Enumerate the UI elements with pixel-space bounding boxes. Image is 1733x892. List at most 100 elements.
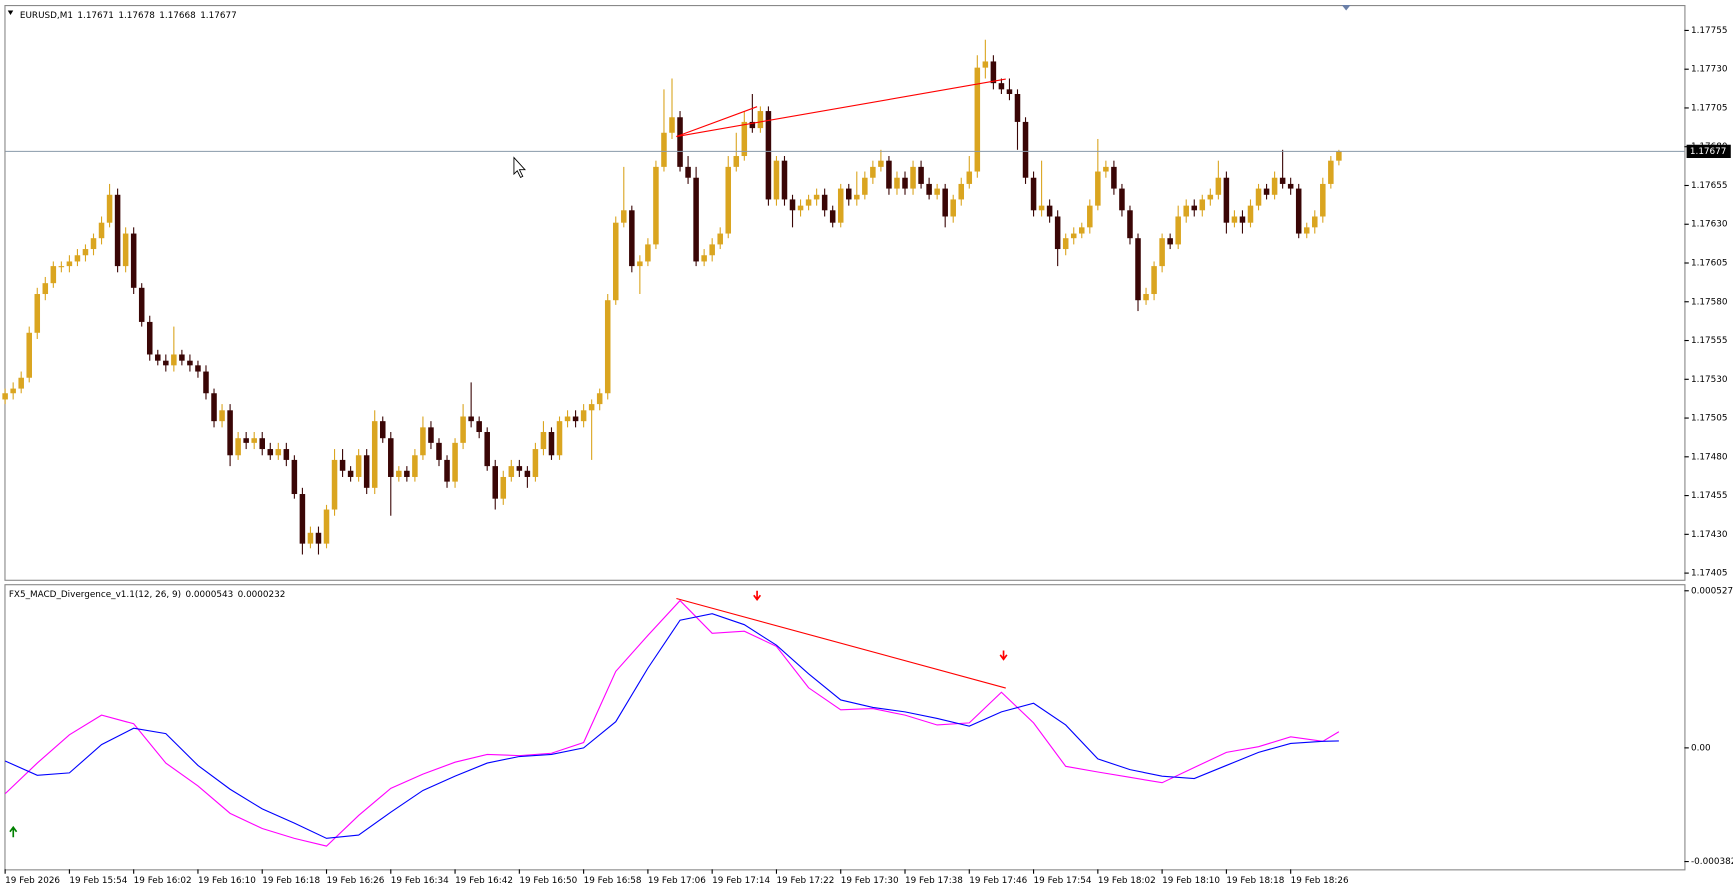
candle-body xyxy=(1070,233,1077,239)
header-value: 0.0000232 xyxy=(238,590,286,600)
candle-body xyxy=(355,455,362,477)
candle-body xyxy=(363,455,370,488)
candle-body xyxy=(1006,89,1013,95)
candle-body xyxy=(1271,177,1278,195)
candle-body xyxy=(966,171,973,184)
candle-body xyxy=(998,83,1005,90)
candle-body xyxy=(50,266,57,284)
collapse-icon[interactable] xyxy=(7,10,14,15)
candle-body xyxy=(677,117,683,167)
candle-body xyxy=(564,416,571,422)
candle-body xyxy=(2,393,8,400)
candle-body xyxy=(629,210,635,267)
x-tick-label: 19 Feb 16:42 xyxy=(455,876,513,886)
candle-body xyxy=(637,261,643,267)
candle-body xyxy=(1022,121,1029,178)
candle-body xyxy=(1014,94,1021,122)
candle-body xyxy=(138,287,145,322)
divergence-line xyxy=(676,597,1006,689)
candle-body xyxy=(163,360,169,366)
candle-body xyxy=(1119,188,1125,211)
header-value: 0.0000543 xyxy=(185,590,233,600)
candle-body xyxy=(82,249,89,256)
header-value: 1.17677 xyxy=(200,10,237,20)
candle-body xyxy=(1320,183,1326,217)
candle-body xyxy=(331,459,338,510)
x-tick-label: 19 Feb 17:54 xyxy=(1034,876,1092,886)
candle-body xyxy=(733,156,740,167)
candle-body xyxy=(524,470,531,477)
candle-body xyxy=(1231,216,1238,223)
candle-body xyxy=(90,238,97,250)
candle-body xyxy=(259,438,265,450)
candle-body xyxy=(1175,216,1181,245)
candle-body xyxy=(227,410,233,456)
y-tick-label: 1.17455 xyxy=(1691,491,1728,501)
divergence-line xyxy=(676,106,758,138)
sell-arrow xyxy=(753,590,762,602)
candle-body xyxy=(942,188,948,217)
mouse-cursor xyxy=(513,156,526,179)
x-tick-label: 19 Feb 18:10 xyxy=(1162,876,1220,886)
shift-marker xyxy=(1341,5,1351,11)
candle-body xyxy=(1054,216,1061,250)
candle-body xyxy=(1336,151,1342,161)
candle-body xyxy=(130,233,137,288)
candle-body xyxy=(347,470,354,477)
x-tick-label: 19 Feb 15:54 xyxy=(69,876,127,886)
candle-body xyxy=(693,177,699,262)
y-tick-label: 1.17605 xyxy=(1691,259,1728,269)
candle-body xyxy=(339,459,346,471)
current-price-box xyxy=(1686,144,1731,159)
candle-body xyxy=(950,199,956,217)
candle-body xyxy=(1199,199,1206,211)
x-tick-label: 19 Feb 17:14 xyxy=(712,876,770,886)
candle-body xyxy=(709,244,715,256)
x-tick-label: 19 Feb 16:02 xyxy=(134,876,192,886)
candle-body xyxy=(653,166,659,245)
candle-body xyxy=(58,266,65,268)
candle-body xyxy=(1087,205,1093,228)
candle-body xyxy=(283,449,290,460)
candle-body xyxy=(902,177,908,189)
candle-body xyxy=(275,449,282,456)
candle-body xyxy=(171,354,177,366)
candle-body xyxy=(371,421,378,488)
candle-body xyxy=(749,121,756,129)
candle-body xyxy=(1030,177,1037,211)
candle-body xyxy=(1103,166,1109,172)
x-tick-label: 19 Feb 16:26 xyxy=(327,876,385,886)
x-tick-label: 19 Feb 17:22 xyxy=(776,876,834,886)
pane-header: EURUSD,M1 1.17671 1.17678 1.17668 1.17677 xyxy=(20,10,237,20)
header-value: FX5_MACD_Divergence_v1.1(12, 26, 9) xyxy=(9,590,181,600)
candle-body xyxy=(18,377,24,389)
candle-body xyxy=(436,442,442,460)
candle-body xyxy=(460,416,466,443)
candle-body xyxy=(106,194,113,223)
candle-body xyxy=(219,410,225,422)
y-tick-label: 1.17655 xyxy=(1691,181,1728,191)
candle-body xyxy=(10,388,16,394)
candle-body xyxy=(1279,177,1286,184)
candle-body xyxy=(540,432,547,450)
candle-body xyxy=(757,111,764,129)
x-tick-label: 19 Feb 18:18 xyxy=(1226,876,1284,886)
candle-body xyxy=(66,261,73,267)
buy-arrow xyxy=(9,825,18,838)
candle-body xyxy=(444,459,450,482)
y-tick-label: 1.17430 xyxy=(1691,530,1728,540)
candle-body xyxy=(468,416,474,422)
candle-body xyxy=(1038,205,1045,211)
candle-body xyxy=(1303,227,1310,234)
candle-body xyxy=(323,509,330,544)
candle-body xyxy=(476,421,482,433)
candle-body xyxy=(805,199,812,206)
candle-body xyxy=(556,421,563,456)
candle-body xyxy=(846,188,852,200)
candle-body xyxy=(146,321,153,355)
candle-body xyxy=(508,466,515,477)
y-tick-label: 1.17730 xyxy=(1691,65,1728,75)
candle-body xyxy=(1143,294,1149,301)
candle-body xyxy=(645,244,651,262)
